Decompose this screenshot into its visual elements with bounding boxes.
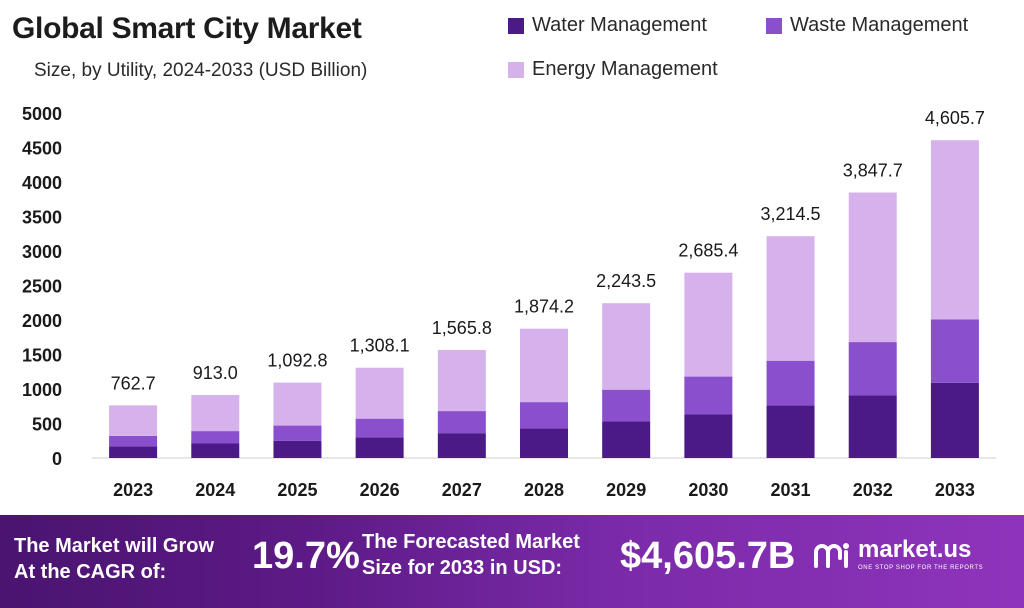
y-tick-label: 1500 — [22, 346, 62, 366]
x-tick-label: 2026 — [360, 480, 400, 500]
bar-total-label: 2,243.5 — [596, 271, 656, 291]
chart-legend: Water Management Waste Management Energy… — [508, 14, 1018, 94]
bar-total-label: 762.7 — [111, 373, 156, 393]
market-size-label-line2: Size for 2033 in USD: — [362, 557, 563, 579]
brand-tagline: ONE STOP SHOP FOR THE REPORTS — [858, 565, 984, 571]
cagr-label-line2: At the CAGR of: — [14, 561, 167, 583]
legend-swatch-waste — [766, 17, 782, 34]
bar-segment-energy-management — [930, 140, 979, 320]
bar-segment-energy-management — [109, 405, 158, 436]
cagr-value: 19.7% — [252, 535, 360, 577]
bar-segment-water-management — [520, 428, 568, 458]
y-tick-label: 4000 — [22, 173, 62, 193]
x-tick-label: 2029 — [606, 480, 646, 500]
bar-segment-energy-management — [437, 349, 486, 412]
market-size-value: $4,605.7B — [620, 535, 796, 577]
bar-segment-energy-management — [766, 236, 815, 361]
bar-total-label: 913.0 — [193, 363, 238, 383]
bar-segment-water-management — [191, 443, 240, 458]
bar-segment-waste-management — [684, 376, 733, 415]
bar-segment-energy-management — [520, 328, 568, 403]
legend-label-energy: Energy Management — [532, 58, 718, 80]
bar-segment-energy-management — [191, 395, 240, 432]
bar-segment-water-management — [930, 382, 979, 458]
bar-segment-waste-management — [520, 402, 568, 429]
y-tick-label: 5000 — [22, 104, 62, 124]
bar-total-label: 3,847.7 — [843, 161, 903, 181]
x-tick-label: 2028 — [524, 480, 564, 500]
y-tick-label: 3000 — [22, 242, 62, 262]
y-tick-label: 500 — [32, 415, 62, 435]
bar-total-label: 4,605.7 — [925, 108, 985, 128]
y-tick-label: 1000 — [22, 380, 62, 400]
market-us-logo-icon — [814, 543, 849, 568]
chart-subtitle: Size, by Utility, 2024-2033 (USD Billion… — [34, 60, 368, 81]
bar-segment-energy-management — [355, 367, 404, 419]
y-tick-label: 4500 — [22, 139, 62, 159]
bar-segment-waste-management — [191, 431, 240, 444]
bar-segment-energy-management — [848, 192, 897, 343]
brand-name: market.us — [858, 536, 972, 563]
bar-total-label: 2,685.4 — [678, 241, 738, 261]
bar-segment-water-management — [848, 395, 897, 458]
y-tick-label: 2500 — [22, 277, 62, 297]
market-size-label: The Forecasted Market Size for 2033 in U… — [362, 529, 622, 581]
bar-segment-waste-management — [930, 319, 979, 383]
x-tick-label: 2031 — [771, 480, 811, 500]
bar-total-label: 1,308.1 — [350, 336, 410, 356]
cagr-label-line1: The Market will Grow — [14, 535, 215, 557]
bar-segment-waste-management — [437, 411, 486, 434]
footer-banner: The Market will Grow At the CAGR of: 19.… — [0, 515, 1024, 608]
bar-segment-water-management — [766, 405, 815, 458]
bar-segment-waste-management — [109, 435, 158, 447]
x-tick-label: 2023 — [113, 480, 153, 500]
legend-swatch-energy — [508, 61, 524, 78]
x-tick-label: 2030 — [688, 480, 728, 500]
bar-segment-waste-management — [766, 360, 815, 406]
legend-label-water: Water Management — [532, 14, 707, 36]
bar-segment-water-management — [437, 433, 486, 458]
bar-segment-water-management — [684, 414, 733, 458]
bar-segment-energy-management — [273, 382, 322, 426]
chart-title: Global Smart City Market — [12, 12, 362, 45]
y-tick-label: 3500 — [22, 208, 62, 228]
bar-segment-water-management — [355, 437, 404, 458]
bar-segment-water-management — [109, 446, 158, 458]
x-tick-label: 2033 — [935, 480, 975, 500]
x-tick-label: 2024 — [195, 480, 235, 500]
bar-segment-waste-management — [848, 342, 897, 396]
bar-total-label: 3,214.5 — [761, 204, 821, 224]
brand-logo: market.us ONE STOP SHOP FOR THE REPORTS — [812, 537, 983, 571]
legend-item-waste: Waste Management — [766, 14, 968, 37]
bar-segment-waste-management — [355, 418, 404, 438]
bar-segment-water-management — [602, 421, 651, 458]
cagr-label: The Market will Grow At the CAGR of: — [14, 533, 254, 585]
market-size-label-line1: The Forecasted Market — [362, 531, 580, 553]
bar-total-label: 1,092.8 — [267, 351, 327, 371]
y-tick-label: 0 — [52, 449, 62, 469]
bar-segment-waste-management — [602, 389, 651, 422]
bar-total-label: 1,874.2 — [514, 297, 574, 317]
stacked-bar-chart: 0 500 1000 1500 2000 2500 3000 3500 4000 4500 5000… — [22, 104, 996, 500]
x-tick-label: 2027 — [442, 480, 482, 500]
legend-item-water: Water Management — [508, 14, 707, 37]
bar-segment-waste-management — [273, 425, 322, 441]
bar-segment-energy-management — [602, 303, 651, 390]
x-tick-label: 2032 — [853, 480, 893, 500]
legend-label-waste: Waste Management — [790, 14, 969, 36]
bar-segment-water-management — [273, 440, 322, 458]
y-tick-label: 2000 — [22, 311, 62, 331]
legend-item-energy: Energy Management — [508, 58, 718, 81]
legend-swatch-water — [508, 17, 524, 34]
bar-total-label: 1,565.8 — [432, 318, 492, 338]
x-tick-label: 2025 — [277, 480, 317, 500]
bar-segment-energy-management — [684, 272, 733, 377]
